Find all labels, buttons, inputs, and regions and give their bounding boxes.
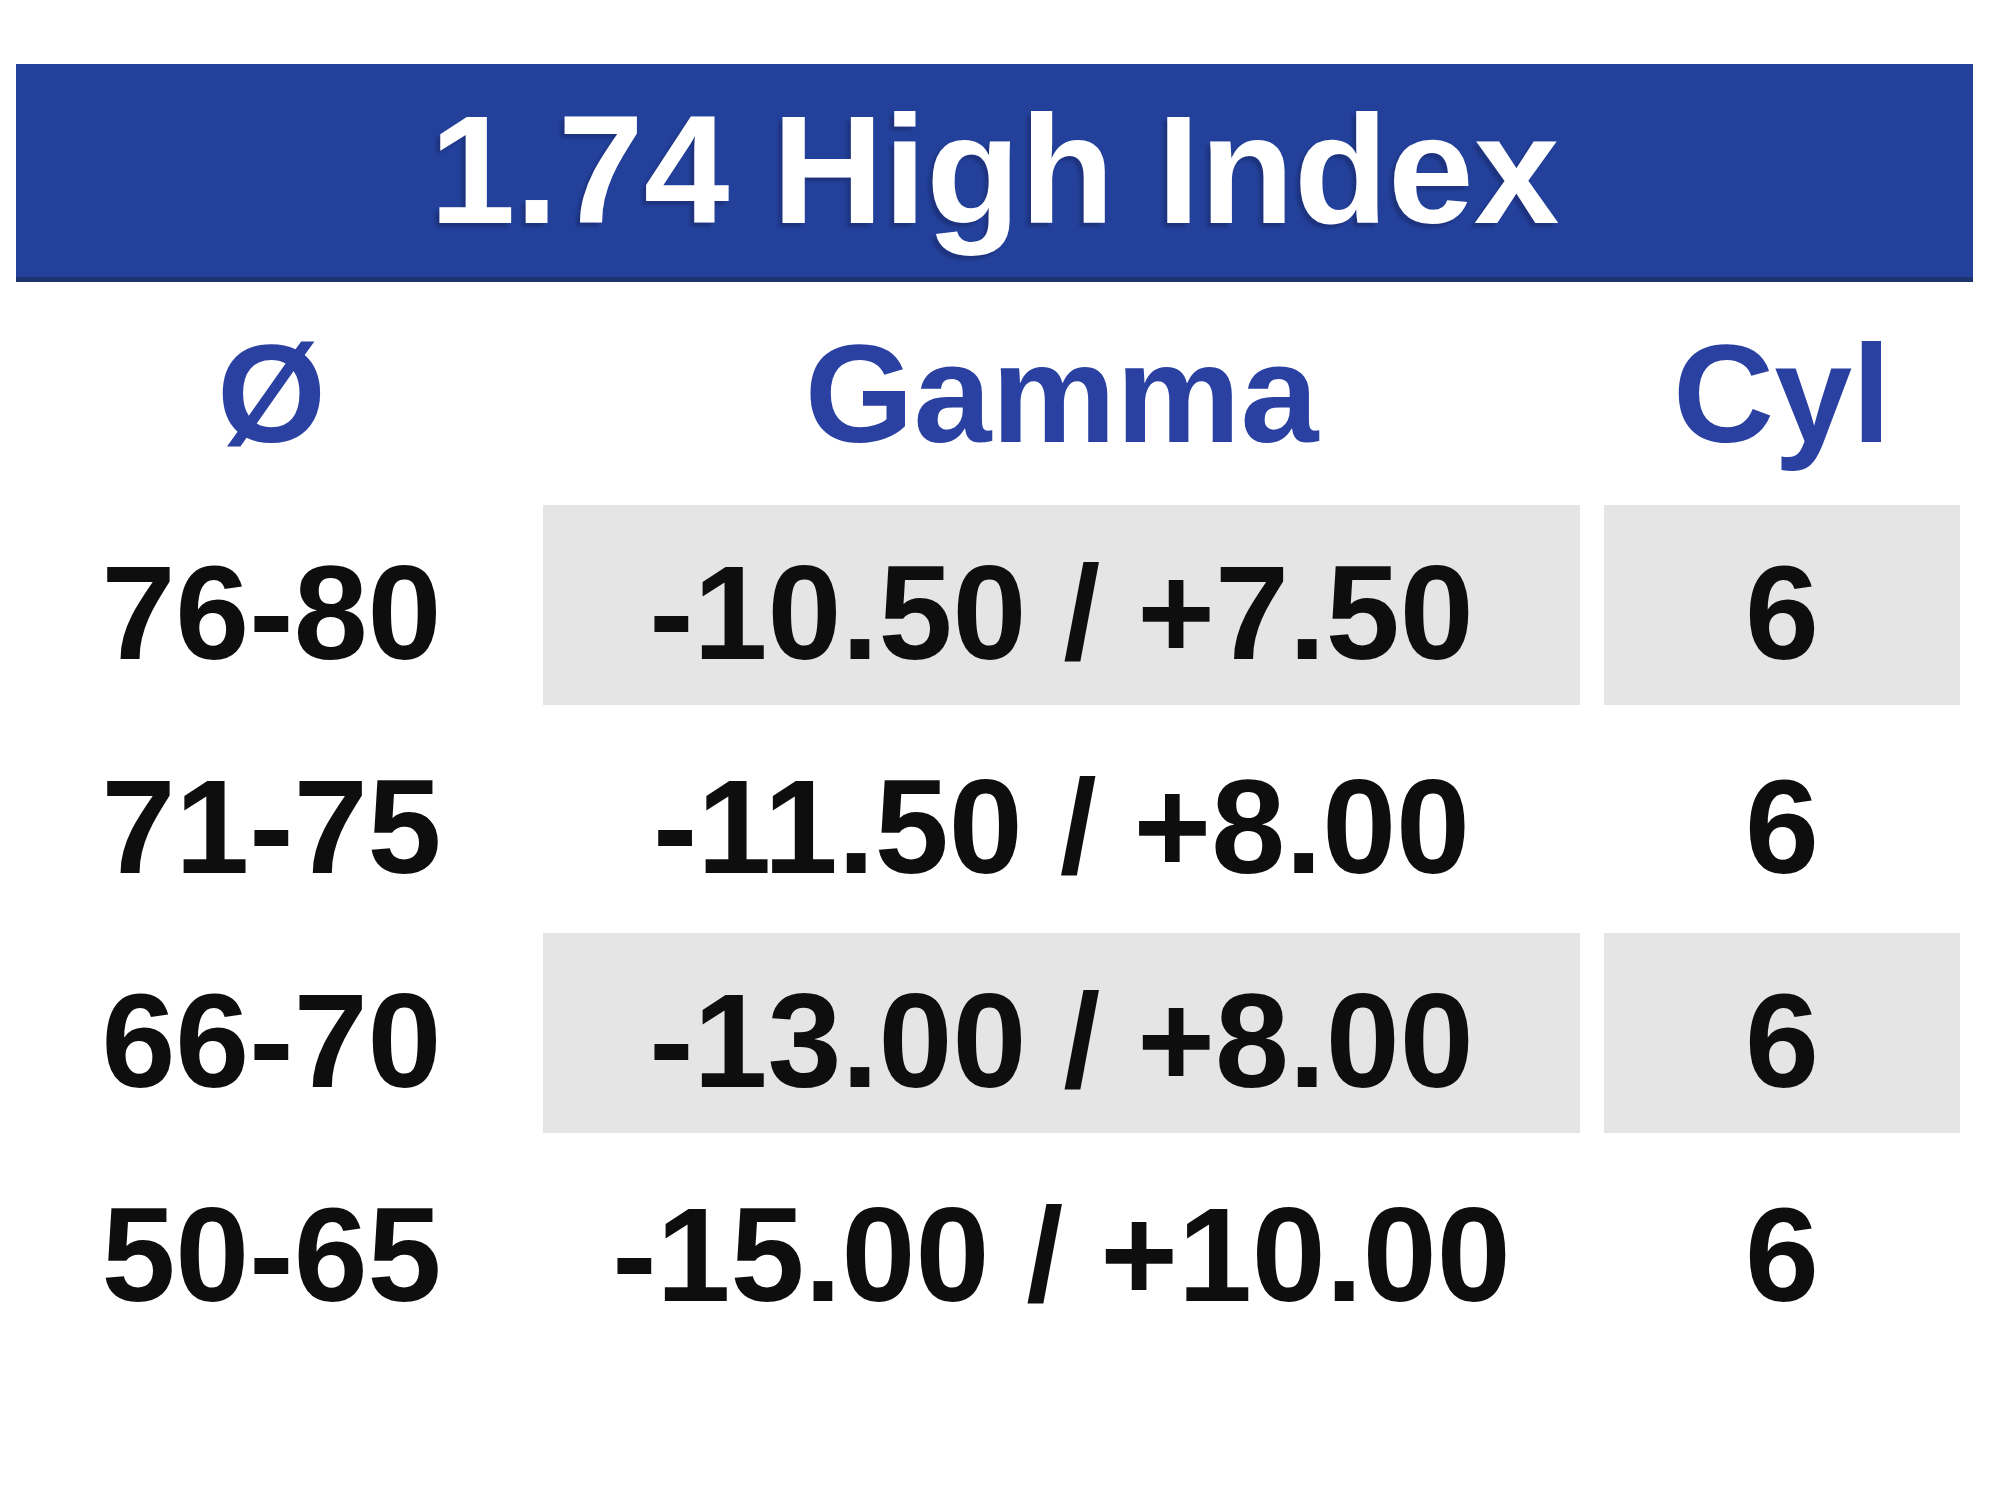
cyl-cell: 6 (1604, 1147, 1960, 1347)
cyl-cell: 6 (1604, 505, 1960, 705)
cyl-cell: 6 (1604, 719, 1960, 919)
column-header-cyl-cell: Cyl (1604, 313, 1960, 475)
cyl-value: 6 (1745, 537, 1819, 689)
gamma-value: -13.00 / +8.00 (649, 965, 1474, 1117)
cell-gap (1580, 933, 1604, 1133)
column-header-cyl: Cyl (1673, 313, 1891, 475)
diameter-cell: 66-70 (0, 933, 543, 1133)
diameter-cell: 50-65 (0, 1147, 543, 1347)
diameter-value: 76-80 (101, 537, 441, 689)
column-header-diameter: Ø (217, 313, 326, 475)
gamma-value: -11.50 / +8.00 (653, 751, 1470, 903)
cell-gap (1580, 719, 1604, 919)
diameter-cell: 76-80 (0, 505, 543, 705)
gamma-value: -15.00 / +10.00 (612, 1179, 1510, 1331)
table-header-row: Ø Gamma Cyl (0, 282, 2000, 505)
cyl-value: 6 (1745, 965, 1819, 1117)
table-row-71-75: 71-75 -11.50 / +8.00 6 (0, 719, 2000, 919)
title-banner: 1.74 High Index (16, 64, 1973, 282)
gamma-value: -10.50 / +7.50 (649, 537, 1474, 689)
diameter-cell: 71-75 (0, 719, 543, 919)
page-title: 1.74 High Index (430, 82, 1560, 259)
cell-gap (1580, 1147, 1604, 1347)
table-row-50-65: 50-65 -15.00 / +10.00 6 (0, 1147, 2000, 1347)
gamma-cell: -10.50 / +7.50 (543, 505, 1580, 705)
column-header-diameter-cell: Ø (0, 313, 543, 475)
table-row-76-80: 76-80 -10.50 / +7.50 6 (0, 505, 2000, 705)
availability-table: Ø Gamma Cyl 76-80 -10.50 / +7.50 6 (0, 282, 2000, 1361)
gamma-cell: -13.00 / +8.00 (543, 933, 1580, 1133)
diameter-value: 66-70 (101, 965, 441, 1117)
column-header-gamma: Gamma (805, 313, 1319, 475)
gamma-cell: -15.00 / +10.00 (543, 1147, 1580, 1347)
column-header-gamma-cell: Gamma (543, 313, 1580, 475)
gamma-cell: -11.50 / +8.00 (543, 719, 1580, 919)
cell-gap (1580, 505, 1604, 705)
diameter-value: 71-75 (101, 751, 441, 903)
diameter-value: 50-65 (101, 1179, 441, 1331)
cyl-value: 6 (1745, 1179, 1819, 1331)
page: 1.74 High Index Ø Gamma Cyl 76-80 -10.50… (0, 0, 2000, 1500)
cyl-value: 6 (1745, 751, 1819, 903)
cyl-cell: 6 (1604, 933, 1960, 1133)
table-row-66-70: 66-70 -13.00 / +8.00 6 (0, 933, 2000, 1133)
